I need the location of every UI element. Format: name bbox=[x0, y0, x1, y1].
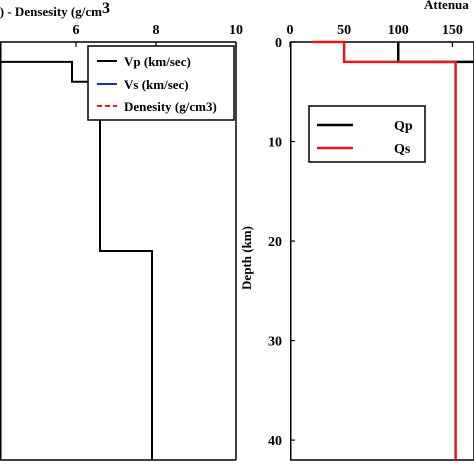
right-panel: Attenua 0 50 100 150 0 10 20 30 40 Depth (km) Qp… bbox=[239, 0, 474, 461]
y-tick-label: 10 bbox=[268, 136, 282, 151]
left-title: c) - Densesity (g/cm3 bbox=[0, 0, 110, 19]
right-series-group bbox=[311, 40, 474, 460]
series-line-qs bbox=[311, 40, 457, 460]
left-legend: Vp (km/sec) Vs (km/sec) Denesity (g/cm3) bbox=[87, 45, 235, 121]
x-tick-label: 0 bbox=[287, 23, 294, 38]
legend-label-density: Denesity (g/cm3) bbox=[124, 99, 217, 114]
y-tick-label: 40 bbox=[268, 434, 282, 449]
right-title: Attenua bbox=[424, 0, 469, 12]
x-tick-label: 100 bbox=[388, 23, 409, 38]
left-x-tick-labels: 6 8 10 bbox=[73, 23, 244, 38]
x-tick-label: 6 bbox=[73, 23, 80, 38]
left-panel: c) - Densesity (g/cm3 6 8 10 Vp (km/sec) V… bbox=[0, 0, 244, 461]
x-tick-label: 8 bbox=[153, 23, 160, 38]
y-tick-label: 30 bbox=[268, 335, 282, 350]
legend-label-qp: Qp bbox=[394, 119, 413, 134]
legend-label-qs: Qs bbox=[394, 142, 411, 157]
x-tick-label: 150 bbox=[442, 23, 463, 38]
x-tick-label: 50 bbox=[337, 23, 351, 38]
right-y-axis-label: Depth (km) bbox=[239, 226, 254, 290]
x-tick-label: 10 bbox=[229, 23, 243, 38]
right-legend: Qp Qs bbox=[308, 105, 426, 163]
legend-label-vp: Vp (km/sec) bbox=[124, 54, 191, 69]
left-title-text: c) - Densesity (g/cm bbox=[0, 4, 102, 19]
left-axes-frame bbox=[0, 41, 237, 461]
legend-label-vs: Vs (km/sec) bbox=[124, 77, 189, 92]
y-tick-label: 0 bbox=[275, 36, 282, 51]
right-legend-box bbox=[308, 105, 426, 163]
right-axes-frame bbox=[289, 41, 474, 461]
left-title-superscript: 3 bbox=[102, 0, 110, 17]
series-line-qp bbox=[396, 42, 474, 64]
right-tick-labels: 0 50 100 150 0 10 20 30 40 bbox=[268, 23, 463, 449]
y-tick-label: 20 bbox=[268, 235, 282, 250]
